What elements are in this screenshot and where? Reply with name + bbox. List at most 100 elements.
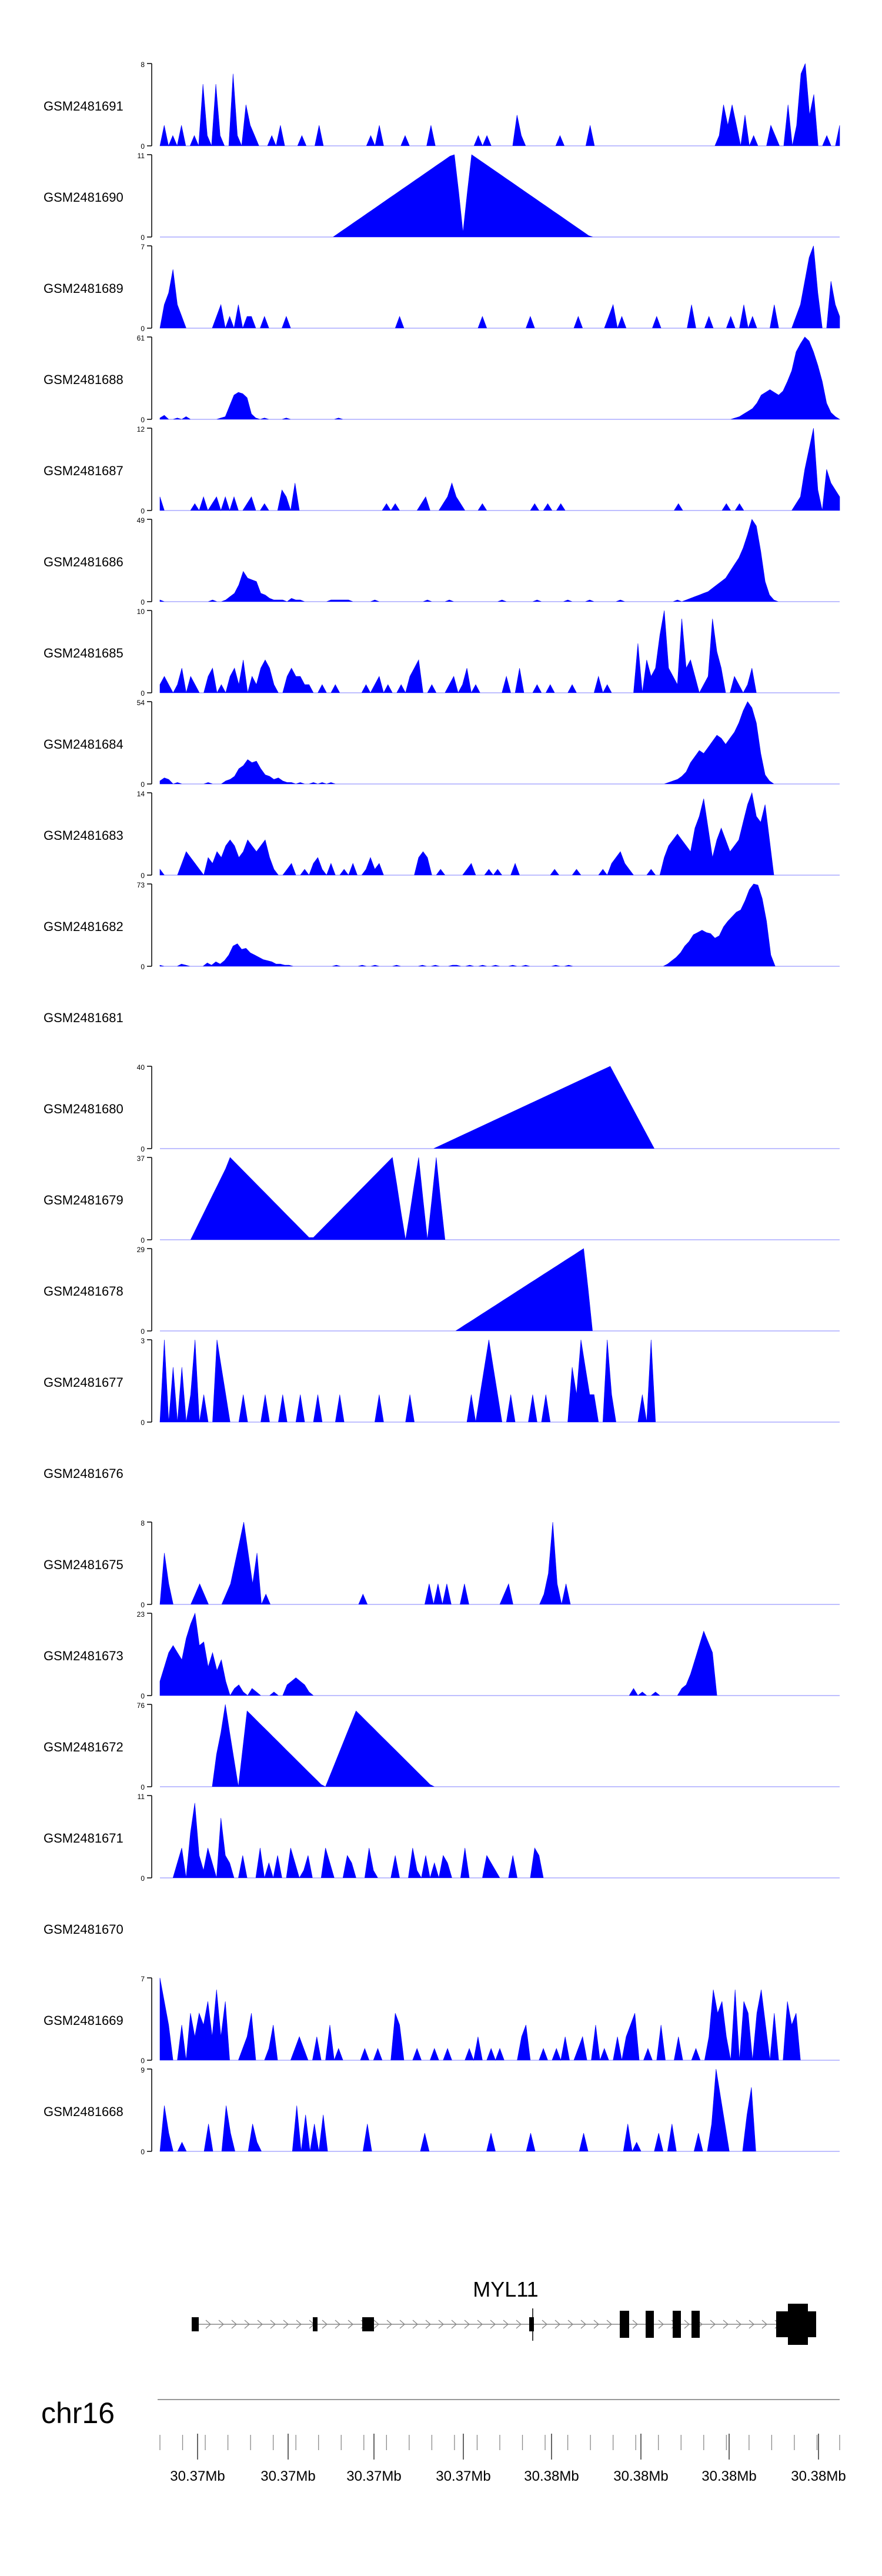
exon (620, 2311, 629, 2338)
strand-arrow-icon (451, 2320, 457, 2329)
track: GSM2481675 8 0 (44, 1519, 840, 1609)
track: GSM2481668 9 0 (44, 2066, 840, 2156)
track: GSM2481681 (44, 1010, 123, 1025)
y-max-label: 11 (138, 1793, 145, 1801)
coverage-area (160, 1066, 840, 1149)
strand-arrow-icon (296, 2320, 302, 2329)
track: GSM2481684 54 0 (44, 699, 840, 789)
y-zero-label: 0 (141, 507, 145, 515)
track-label: GSM2481687 (44, 463, 123, 478)
strand-arrow-icon (684, 2320, 690, 2329)
track-label: GSM2481673 (44, 1649, 123, 1663)
track-label: GSM2481683 (44, 828, 123, 843)
track: GSM2481687 12 0 (44, 425, 840, 515)
track-label: GSM2481675 (44, 1557, 123, 1572)
y-zero-label: 0 (141, 1874, 145, 1883)
y-zero-label: 0 (141, 1236, 145, 1244)
y-max-label: 3 (141, 1337, 145, 1345)
strand-arrow-icon (257, 2320, 263, 2329)
strand-arrow-icon (412, 2320, 418, 2329)
x-tick-label: 30.38Mb (791, 2468, 846, 2484)
exon (529, 2317, 534, 2331)
y-zero-label: 0 (141, 325, 145, 333)
track-label: GSM2481690 (44, 190, 123, 205)
track: GSM2481688 61 0 (44, 334, 841, 424)
exon (362, 2317, 374, 2331)
coverage-area (159, 519, 840, 602)
strand-arrow-icon (270, 2320, 276, 2329)
coverage-area (159, 610, 840, 693)
track-label: GSM2481676 (44, 1466, 123, 1481)
y-max-label: 11 (138, 152, 145, 160)
x-tick-label: 30.37Mb (436, 2468, 490, 2484)
strand-arrow-icon (723, 2320, 729, 2329)
y-max-label: 7 (141, 1975, 145, 1983)
strand-arrow-icon (464, 2320, 470, 2329)
coverage-area (159, 701, 840, 785)
track-label: GSM2481689 (44, 281, 123, 296)
track-label: GSM2481677 (44, 1375, 123, 1390)
exon (673, 2311, 681, 2338)
strand-arrow-icon (218, 2320, 224, 2329)
track: GSM2481671 11 0 (44, 1793, 840, 1883)
y-max-label: 40 (137, 1063, 145, 1072)
exon (313, 2317, 318, 2331)
track: GSM2481673 23 0 (44, 1610, 840, 1700)
y-zero-label: 0 (141, 1601, 145, 1609)
x-tick-label: 30.37Mb (260, 2468, 315, 2484)
y-zero-label: 0 (141, 872, 145, 880)
track: GSM2481680 40 0 (44, 1063, 840, 1153)
track: GSM2481685 10 0 (44, 608, 840, 698)
strand-arrow-icon (386, 2320, 392, 2329)
y-zero-label: 0 (141, 1145, 145, 1153)
track-label: GSM2481684 (44, 737, 123, 752)
y-max-label: 37 (137, 1154, 145, 1163)
gene-label: MYL11 (473, 2277, 538, 2301)
coverage-area (159, 2068, 840, 2152)
strand-arrow-icon (335, 2320, 340, 2329)
y-zero-label: 0 (141, 1327, 145, 1336)
coverage-area (159, 1521, 840, 1605)
strand-arrow-icon (438, 2320, 444, 2329)
track-label: GSM2481672 (44, 1740, 123, 1754)
genome-axis: 30.37Mb 30.37Mb 30.37Mb 30.37Mb 30.38Mb 30.38… (158, 2399, 846, 2484)
track-label: GSM2481686 (44, 555, 123, 569)
coverage-area (159, 336, 841, 420)
track: GSM2481683 14 0 (44, 790, 840, 880)
y-zero-label: 0 (141, 780, 145, 789)
y-max-label: 7 (141, 243, 145, 251)
x-tick-label: 30.37Mb (170, 2468, 225, 2484)
track-label: GSM2481679 (44, 1193, 123, 1207)
y-max-label: 14 (137, 790, 145, 798)
exon (691, 2311, 700, 2338)
strand-arrow-icon (283, 2320, 289, 2329)
coverage-area (159, 245, 840, 329)
x-tick-label: 30.38Mb (613, 2468, 668, 2484)
y-max-label: 9 (141, 2066, 145, 2074)
strand-arrow-icon (567, 2320, 573, 2329)
strand-arrow-icon (373, 2320, 379, 2329)
exon (646, 2311, 654, 2338)
track-label: GSM2481685 (44, 646, 123, 660)
y-zero-label: 0 (141, 1692, 145, 1700)
strand-arrow-icon (593, 2320, 599, 2329)
track: GSM2481682 73 0 (44, 881, 840, 971)
y-max-label: 76 (137, 1701, 145, 1710)
track: GSM2481677 3 0 (44, 1337, 840, 1427)
exon (776, 2311, 788, 2337)
track-label: GSM2481688 (44, 372, 123, 387)
strand-arrow-icon (554, 2320, 560, 2329)
track-label: GSM2481691 (44, 99, 123, 114)
y-zero-label: 0 (141, 2148, 145, 2156)
coverage-area (160, 1248, 840, 1332)
coverage-area (160, 1157, 840, 1240)
y-zero-label: 0 (141, 233, 145, 242)
y-max-label: 29 (137, 1246, 145, 1254)
chromosome-label: chr16 (41, 2397, 115, 2430)
track: GSM2481679 37 0 (44, 1154, 840, 1244)
y-zero-label: 0 (141, 963, 145, 971)
y-zero-label: 0 (141, 416, 145, 424)
track: GSM2481686 49 0 (44, 516, 840, 606)
track-label: GSM2481671 (44, 1831, 123, 1846)
